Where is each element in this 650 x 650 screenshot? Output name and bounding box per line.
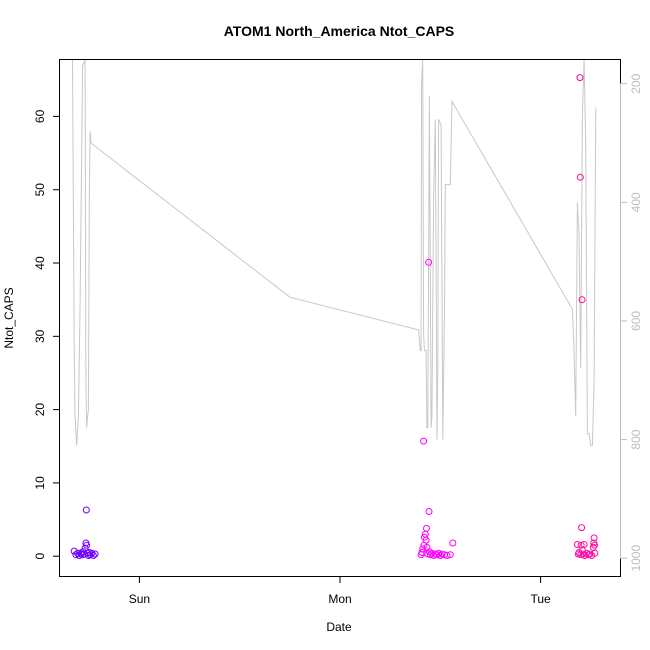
data-point (425, 258, 433, 266)
y-tick-label: 50 (33, 183, 47, 197)
y2-tick-label: 400 (629, 192, 643, 212)
y-axis: 0 10 20 30 40 50 60 (33, 109, 60, 560)
x-axis-label: Date (326, 620, 352, 634)
y2-tick-label: 200 (629, 73, 643, 93)
data-point (591, 549, 599, 557)
data-point (579, 550, 587, 558)
data-point (83, 541, 91, 549)
pressure-series-line (72, 60, 597, 446)
data-point (580, 541, 588, 548)
data-point (82, 506, 90, 514)
data-point (423, 524, 430, 532)
x-tick-label: Tue (530, 592, 551, 606)
data-point (573, 541, 581, 548)
chart-title: ATOM1 North_America Ntot_CAPS (224, 23, 455, 39)
y-axis-label: Ntot_CAPS (2, 287, 16, 348)
y2-tick-label: 1000 (629, 545, 643, 572)
data-points-layer (70, 74, 599, 559)
y-tick-label: 20 (33, 403, 47, 417)
y-tick-label: 10 (33, 476, 47, 490)
data-point (428, 549, 436, 557)
data-point (436, 552, 444, 559)
data-point (433, 551, 441, 559)
data-point (88, 549, 96, 557)
data-point (578, 296, 586, 304)
data-point (586, 550, 594, 558)
y-tick-label: 30 (33, 329, 47, 343)
y-tick-label: 40 (33, 256, 47, 270)
data-point (590, 534, 598, 542)
data-point (89, 552, 97, 559)
data-point (419, 545, 427, 553)
data-point (443, 552, 451, 559)
data-point (581, 552, 589, 559)
pressure-line-layer (72, 60, 597, 446)
data-point (426, 551, 434, 559)
data-point (578, 524, 586, 532)
y2-axis: 200 400 600 800 1000 (620, 73, 643, 572)
y2-tick-label: 600 (629, 311, 643, 331)
data-point (591, 541, 598, 549)
data-point (422, 536, 430, 544)
data-point (72, 551, 80, 559)
y-tick-label: 0 (33, 553, 47, 560)
data-point (446, 551, 454, 559)
data-point (425, 508, 433, 515)
y-tick-label: 60 (33, 109, 47, 123)
data-point (420, 437, 428, 445)
x-tick-label: Mon (328, 592, 351, 606)
x-tick-label: Sun (129, 592, 150, 606)
y2-tick-label: 800 (629, 429, 643, 449)
data-point (576, 74, 584, 82)
x-axis: Sun Mon Tue (129, 576, 551, 606)
data-point (576, 173, 584, 181)
data-point (577, 541, 585, 549)
data-point (86, 551, 94, 559)
plot-frame (59, 59, 621, 577)
data-point (449, 539, 457, 547)
data-point (91, 550, 99, 558)
